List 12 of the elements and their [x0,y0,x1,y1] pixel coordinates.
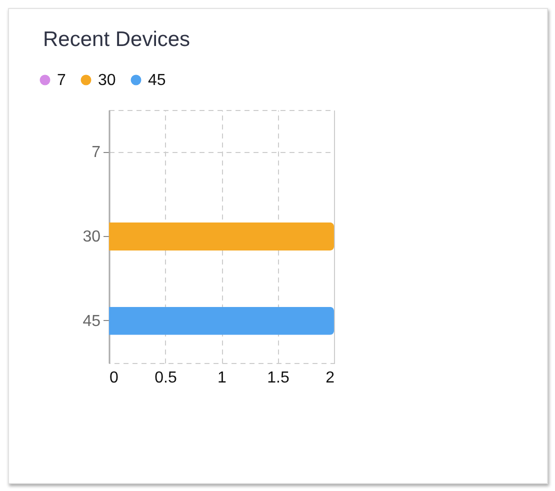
x-tick-label: 1 [218,370,227,386]
chart-title: Recent Devices [43,28,190,51]
legend-label: 30 [98,72,116,89]
legend-label: 7 [57,72,66,89]
x-tick-label: 2 [326,370,335,386]
legend-label: 45 [148,72,166,89]
x-tick-label: 0.5 [154,370,177,386]
y-tick-label: 45 [82,312,101,330]
y-tick-label: 30 [82,228,101,246]
x-tick-label: 1.5 [267,370,290,386]
x-tick-label: 0 [110,370,118,386]
y-tick-label: 7 [92,144,101,162]
